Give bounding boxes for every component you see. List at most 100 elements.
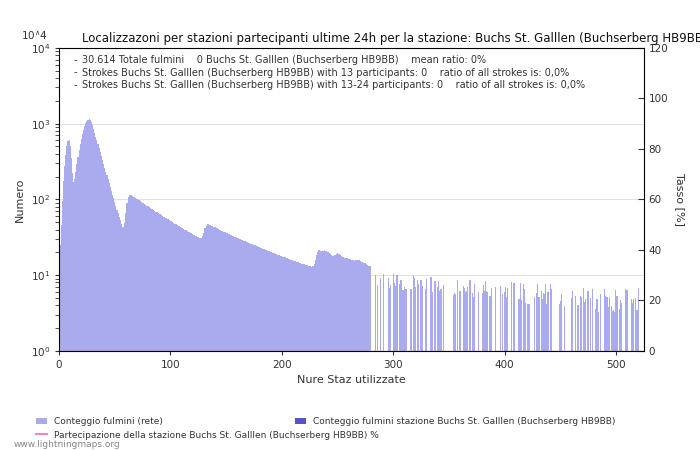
Bar <box>80 139 82 450</box>
Bar <box>350 259 351 450</box>
Bar <box>328 252 329 450</box>
Bar <box>369 266 370 450</box>
Bar <box>139 200 140 450</box>
Bar <box>437 287 438 450</box>
Bar <box>300 263 301 450</box>
Bar <box>342 257 344 450</box>
Bar <box>578 305 579 450</box>
Bar <box>430 277 432 450</box>
Bar <box>606 297 608 450</box>
Bar <box>202 236 203 450</box>
Bar <box>621 302 622 450</box>
Bar <box>397 275 398 450</box>
Bar <box>220 230 221 450</box>
Bar <box>466 291 467 450</box>
Bar <box>94 133 95 450</box>
Bar <box>95 136 97 450</box>
Bar <box>229 234 230 450</box>
Bar <box>86 121 88 450</box>
Bar <box>589 298 591 450</box>
Bar <box>111 191 112 450</box>
Bar <box>135 198 136 450</box>
X-axis label: Nure Staz utilizzate: Nure Staz utilizzate <box>297 375 406 386</box>
Bar <box>540 291 542 450</box>
Bar <box>564 306 565 450</box>
Bar <box>395 286 396 450</box>
Bar <box>349 259 350 450</box>
Bar <box>141 202 142 450</box>
Text: Localizzazoni per stazioni partecipanti ultime 24h per la stazione: Buchs St. Ga: Localizzazoni per stazioni partecipanti … <box>83 32 700 45</box>
Bar <box>399 284 400 450</box>
Bar <box>136 199 138 450</box>
Bar <box>435 281 436 450</box>
Bar <box>228 234 229 450</box>
Bar <box>489 296 491 450</box>
Partecipazione della stazione Buchs St. Galllen (Buchserberg HB9BB) % <box>640 348 648 354</box>
Bar <box>82 134 83 450</box>
Bar <box>121 224 122 450</box>
Bar <box>144 204 146 450</box>
Bar <box>550 284 551 450</box>
Bar <box>223 232 225 450</box>
Bar <box>353 260 354 450</box>
Bar <box>74 179 75 450</box>
Bar <box>323 251 325 450</box>
Bar <box>282 256 284 450</box>
Bar <box>118 213 119 450</box>
Bar <box>208 225 209 450</box>
Bar <box>314 264 315 450</box>
Bar <box>528 304 530 450</box>
Bar <box>281 256 282 450</box>
Bar <box>159 214 160 450</box>
Bar <box>309 266 310 450</box>
Bar <box>262 249 263 450</box>
Bar <box>519 283 521 450</box>
Bar <box>268 251 269 450</box>
Bar <box>92 125 93 450</box>
Bar <box>258 247 259 450</box>
Legend: Conteggio fulmini (rete), Partecipazione della stazione Buchs St. Galllen (Buchs: Conteggio fulmini (rete), Partecipazione… <box>32 414 383 443</box>
Bar <box>299 263 300 450</box>
Bar <box>155 212 157 450</box>
Bar <box>432 292 433 450</box>
Bar <box>222 231 223 450</box>
Bar <box>127 197 129 450</box>
Bar <box>218 229 219 450</box>
Bar <box>280 256 281 450</box>
Bar <box>365 263 366 450</box>
Bar <box>193 235 195 450</box>
Bar <box>64 166 65 450</box>
Bar <box>619 309 620 450</box>
Bar <box>101 156 102 450</box>
Bar <box>404 287 405 450</box>
Bar <box>204 229 206 450</box>
Bar <box>170 221 171 450</box>
Bar <box>108 183 110 450</box>
Bar <box>347 258 348 450</box>
Bar <box>69 140 70 450</box>
Bar <box>84 126 85 450</box>
Bar <box>631 299 632 450</box>
Bar <box>440 289 442 450</box>
Bar <box>178 226 180 450</box>
Bar <box>125 213 127 450</box>
Bar <box>459 291 461 450</box>
Text: 30.614 Totale fulmini    0 Buchs St. Galllen (Buchserberg HB9BB)    mean ratio: : 30.614 Totale fulmini 0 Buchs St. Gallle… <box>83 55 486 65</box>
Bar <box>463 286 464 450</box>
Bar <box>152 209 153 450</box>
Bar <box>200 238 201 450</box>
Bar <box>260 248 261 450</box>
Bar <box>356 260 357 450</box>
Bar <box>253 245 255 450</box>
Bar <box>410 288 412 450</box>
Bar <box>263 249 265 450</box>
Bar <box>133 197 134 450</box>
Bar <box>559 301 561 450</box>
Bar <box>495 287 496 450</box>
Bar <box>284 257 285 450</box>
Bar <box>584 302 585 450</box>
Bar <box>330 254 331 450</box>
Bar <box>327 252 328 450</box>
Bar <box>523 284 524 450</box>
Bar <box>114 202 116 450</box>
